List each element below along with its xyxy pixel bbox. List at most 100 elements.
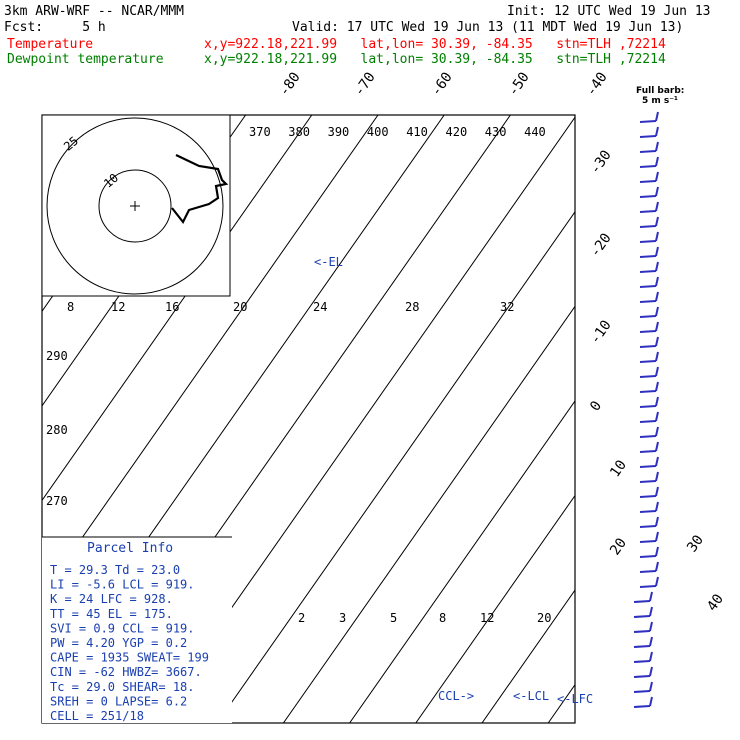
wind-barb xyxy=(639,420,657,423)
isotherm-label: 0 xyxy=(587,398,605,414)
parcel-info-row: Tc = 29.0 SHEAR= 18. xyxy=(50,680,195,694)
theta-label: 380 xyxy=(288,125,310,139)
parcel-info-row: LI = -5.6 LCL = 919. xyxy=(50,578,195,592)
wind-barb xyxy=(633,600,651,603)
wind-barb xyxy=(655,441,659,452)
wind-barb xyxy=(655,351,659,362)
hodograph-speed-label: 24 xyxy=(313,300,327,314)
isotherm-line xyxy=(481,589,575,723)
dry-adiabat xyxy=(42,115,49,121)
mixing-ratio-label: 2 xyxy=(298,611,305,625)
isotherm-label: 20 xyxy=(607,535,630,558)
parcel-info-panel: Parcel Info T = 29.3 Td = 23.0LI = -5.6 … xyxy=(42,536,232,723)
isotherm-label: 30 xyxy=(684,532,707,555)
isotherm-label: 10 xyxy=(607,457,630,480)
hodograph-speed-label: 32 xyxy=(500,300,514,314)
wind-barb xyxy=(649,621,653,632)
wind-barb xyxy=(633,630,651,633)
dry-adiabat xyxy=(0,115,30,721)
isotherm-label: -30 xyxy=(587,147,615,177)
dewpoint-legend-label: Dewpoint temperature xyxy=(7,52,164,67)
wind-barb xyxy=(655,336,659,347)
wind-barb xyxy=(639,570,657,573)
wind-barb xyxy=(639,405,657,408)
hodograph-speed-label: 12 xyxy=(111,300,125,314)
wind-barb xyxy=(655,141,659,152)
wind-barb xyxy=(639,480,657,483)
wind-barb xyxy=(655,456,659,467)
wind-legend-value: 5 m s⁻¹ xyxy=(642,96,678,106)
parcel-info-row: CAPE = 1935 SWEAT= 199 xyxy=(50,651,209,665)
wind-barb xyxy=(633,645,651,648)
isotherm-label: 40 xyxy=(704,591,727,614)
wind-barb xyxy=(639,495,657,498)
isotherm-line xyxy=(42,115,379,596)
parcel-info-row: CIN = -62 HWBZ= 3667. xyxy=(50,665,202,679)
wind-barb xyxy=(639,540,657,543)
wind-barb xyxy=(655,306,659,317)
wind-barb xyxy=(655,561,659,572)
theta-label: 410 xyxy=(406,125,428,139)
wind-barb xyxy=(639,510,657,513)
isotherm-label: -20 xyxy=(587,230,615,260)
wind-barb xyxy=(639,225,657,228)
wind-barb xyxy=(633,690,651,693)
isotherm-label: -50 xyxy=(505,69,533,99)
wind-barb xyxy=(639,450,657,453)
wind-barb xyxy=(649,666,653,677)
wind-barb xyxy=(649,651,653,662)
wind-barb xyxy=(655,546,659,557)
wind-barb xyxy=(655,291,659,302)
parcel-info-row: K = 24 LFC = 928. xyxy=(50,592,173,606)
wind-barb xyxy=(639,120,657,123)
hodograph-speed-label: 28 xyxy=(405,300,419,314)
wind-barb xyxy=(639,285,657,288)
isotherm-line xyxy=(415,494,575,723)
wind-barb xyxy=(655,576,659,587)
level-marker-lcl: <-LCL xyxy=(513,689,549,703)
theta-label: 400 xyxy=(367,125,389,139)
wind-barb xyxy=(655,126,659,137)
isotherm-label: -40 xyxy=(583,69,611,99)
isotherm-label: -10 xyxy=(587,317,615,347)
wind-barb xyxy=(655,216,659,227)
wind-barb xyxy=(655,321,659,332)
wind-barb xyxy=(655,171,659,182)
wind-barb xyxy=(639,315,657,318)
mixing-ratio-label: 5 xyxy=(390,611,397,625)
wind-barb xyxy=(639,465,657,468)
dewpoint-location: x,y=922.18,221.99 lat,lon= 30.39, -84.35… xyxy=(204,52,666,67)
dry-adiabat xyxy=(0,115,12,721)
mixing-ratio-label: 20 xyxy=(537,611,551,625)
wind-barb xyxy=(639,240,657,243)
wind-barb xyxy=(639,435,657,438)
wind-barb xyxy=(649,606,653,617)
wind-barb xyxy=(639,585,657,588)
parcel-info-row: PW = 4.20 YGP = 0.2 xyxy=(50,636,187,650)
wind-barb xyxy=(639,195,657,198)
parcel-info-row: T = 29.3 Td = 23.0 xyxy=(50,563,180,577)
level-marker-el: <-EL xyxy=(314,255,343,269)
theta-e-label: 280 xyxy=(46,423,68,437)
wind-barb xyxy=(649,636,653,647)
hodograph-trace xyxy=(171,154,229,225)
wind-barbs xyxy=(633,111,659,708)
isotherm-line xyxy=(216,210,575,723)
theta-e-label: 270 xyxy=(46,494,68,508)
isotherm-line xyxy=(282,305,575,723)
mixing-ratio-label: 12 xyxy=(480,611,494,625)
wind-barb xyxy=(655,501,659,512)
wind-barb xyxy=(639,555,657,558)
wind-barb xyxy=(655,111,659,122)
wind-barb xyxy=(639,345,657,348)
wind-barb xyxy=(639,165,657,168)
wind-barb xyxy=(639,330,657,333)
wind-barb xyxy=(633,615,651,618)
wind-barb xyxy=(655,246,659,257)
forecast-hour: Fcst: 5 h xyxy=(4,20,106,35)
wind-barb xyxy=(655,381,659,392)
wind-barb xyxy=(655,186,659,197)
wind-barb xyxy=(639,390,657,393)
mixing-ratio-label: 3 xyxy=(339,611,346,625)
